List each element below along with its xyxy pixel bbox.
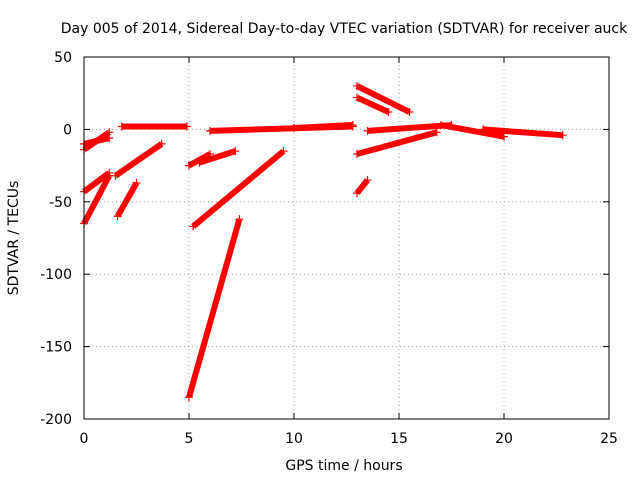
x-tick-labels: 0 5 10 15 20 25 [80,431,618,447]
series-line [198,148,237,166]
series-arc-06 [113,178,141,221]
data-point [432,128,441,137]
y-tick-label: 0 [63,122,72,138]
series-arc-09 [195,147,240,167]
data-point [105,128,114,137]
series-line [82,170,111,195]
data-point [363,176,372,185]
data-point [113,212,122,221]
data-point [290,123,298,132]
data-point [405,108,414,117]
series-arc-07 [117,122,191,131]
x-axis-label: GPS time / hours [285,458,402,474]
series-line [186,218,243,399]
series-line [191,148,286,229]
data-point [231,147,240,156]
y-tick-label: -100 [40,267,72,283]
series-arc-17 [353,176,372,198]
x-tick-label: 20 [495,431,513,447]
series-line [440,122,505,140]
x-tick-label: 25 [600,431,618,447]
series-arc-13 [290,121,357,132]
data-point [111,171,120,180]
plot-frame [83,56,610,420]
x-tick-label: 10 [285,431,303,447]
series-arc-10 [189,147,288,231]
data-point [206,126,214,135]
series-arc-19 [437,121,508,141]
x-tick-label: 15 [390,431,408,447]
series-line [293,122,353,131]
axis-ticks [83,56,610,420]
data-point [500,132,508,141]
chart-title: Day 005 of 2014, Sidereal Day-to-day VTE… [61,21,628,37]
data-point [353,189,361,198]
series-arc-15 [353,93,393,117]
data-point [132,178,141,187]
data-point [185,393,193,402]
series-arc-20 [479,125,567,140]
series-line [355,94,390,115]
series-arc-14 [353,81,414,117]
data-point [348,121,357,130]
data-point [363,126,372,135]
data-point [117,122,126,131]
data-point [182,122,191,131]
data-point [185,161,193,170]
series-arc-16 [353,128,441,159]
series-arc-11 [185,215,244,402]
data-point [558,131,567,140]
data-point [437,121,445,130]
data-point [195,158,204,167]
series-line [113,141,164,179]
series-line [81,174,112,225]
grid-lines [84,57,609,419]
y-tick-label: -50 [49,195,72,211]
series-line [82,129,111,153]
y-tick-label: -150 [40,340,72,356]
data-point [384,108,393,117]
data-point [279,147,288,156]
y-tick-label: -200 [40,412,72,428]
series-line [356,129,438,157]
y-axis-label: SDTVAR / TECUs [6,181,22,296]
data-series [80,81,567,402]
x-tick-label: 0 [80,431,89,447]
data-point [353,81,361,90]
series-line [355,83,411,115]
series-arc-05 [111,139,166,180]
data-point [235,215,244,224]
y-tick-labels: 50 0 -50 -100 -150 -200 [40,50,72,428]
y-tick-label: 50 [54,50,72,66]
data-point [353,150,361,159]
series-line [367,122,452,134]
series-line [354,178,370,195]
data-point [353,93,361,102]
data-point [479,125,487,134]
series-line [114,181,140,218]
x-tick-label: 5 [185,431,194,447]
data-point [157,139,166,148]
series-line [482,126,564,139]
data-point [189,222,198,231]
